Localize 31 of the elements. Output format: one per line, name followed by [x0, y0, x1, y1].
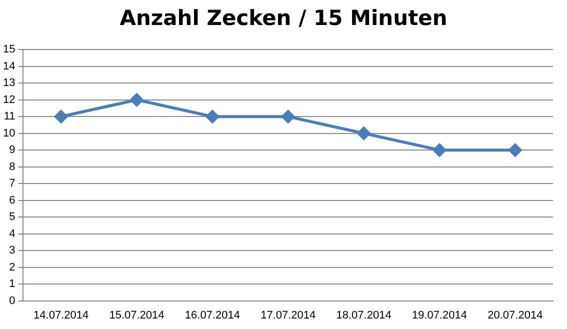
- point: [508, 144, 522, 157]
- x-tick-label: 18.07.2014: [336, 309, 392, 322]
- y-tick-label: 2: [9, 261, 16, 274]
- y-tick-label: 8: [9, 160, 16, 173]
- x-tick-label: 20.07.2014: [488, 309, 543, 322]
- point: [130, 93, 144, 106]
- y-tick-label: 5: [9, 211, 16, 224]
- y-tick-label: 3: [9, 244, 16, 257]
- y-tick-label: 0: [9, 294, 16, 307]
- y-tick-label: 1: [9, 278, 16, 290]
- point: [54, 110, 68, 124]
- y-tick-label: 6: [9, 194, 16, 206]
- point: [282, 110, 295, 124]
- y-tick-label: 13: [2, 77, 16, 90]
- y-tick-label: 15: [2, 44, 16, 56]
- point: [206, 110, 219, 124]
- y-tick-label: 10: [2, 127, 16, 140]
- y-tick-label: 14: [2, 60, 16, 72]
- point: [432, 144, 446, 157]
- x-tick-label: 17.07.2014: [260, 309, 316, 322]
- x-tick-label: 14.07.2014: [34, 309, 89, 322]
- chart-title: Anzahl Zecken / 15 Minuten: [118, 6, 448, 30]
- x-tick-label: 19.07.2014: [412, 309, 468, 322]
- x-tick-label: 15.07.2014: [109, 309, 164, 322]
- y-tick-label: 4: [9, 228, 16, 240]
- y-tick-label: 12: [2, 94, 16, 106]
- y-tick-label: 11: [4, 110, 16, 123]
- x-tick-label: 16.07.2014: [184, 309, 240, 322]
- y-tick-label: 9: [9, 144, 16, 156]
- y-tick-label: 7: [9, 178, 16, 190]
- point: [357, 126, 370, 140]
